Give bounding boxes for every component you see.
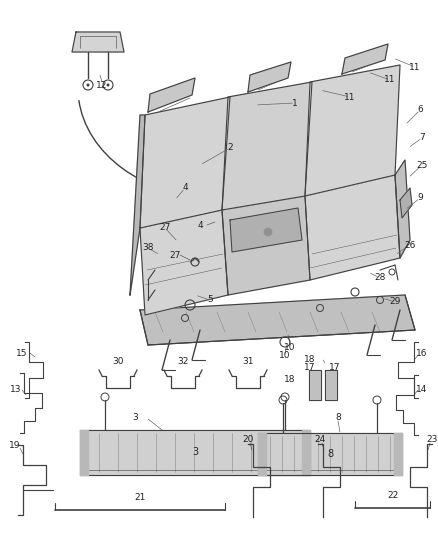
Polygon shape [302, 430, 310, 475]
Text: 7: 7 [419, 133, 425, 142]
Text: 19: 19 [9, 440, 21, 449]
Text: 38: 38 [142, 244, 154, 253]
Text: 3: 3 [132, 414, 138, 423]
Text: 8: 8 [327, 449, 333, 459]
Circle shape [86, 84, 89, 86]
Polygon shape [325, 370, 337, 400]
Text: 6: 6 [417, 106, 423, 115]
Text: 17: 17 [304, 362, 316, 372]
Text: 20: 20 [242, 435, 254, 445]
Text: 18: 18 [284, 376, 296, 384]
Text: 26: 26 [404, 240, 416, 249]
Polygon shape [248, 62, 291, 92]
Text: 15: 15 [16, 349, 28, 358]
Text: 23: 23 [426, 435, 438, 445]
Polygon shape [140, 97, 230, 228]
Text: 16: 16 [416, 349, 428, 358]
Polygon shape [394, 433, 402, 475]
Text: 5: 5 [207, 295, 213, 304]
Text: 31: 31 [242, 358, 254, 367]
Text: 27: 27 [159, 223, 171, 232]
Text: 14: 14 [416, 385, 427, 394]
Text: 11: 11 [409, 62, 421, 71]
Text: 3: 3 [192, 447, 198, 457]
Polygon shape [400, 188, 412, 218]
Text: 32: 32 [177, 358, 189, 367]
Text: 18: 18 [304, 356, 316, 365]
Text: 11: 11 [344, 93, 356, 101]
Text: 17: 17 [329, 362, 341, 372]
Polygon shape [80, 430, 88, 475]
Text: 22: 22 [387, 491, 399, 500]
Text: 21: 21 [134, 494, 146, 503]
Text: 30: 30 [112, 358, 124, 367]
Text: 1: 1 [292, 99, 298, 108]
Text: 8: 8 [335, 414, 341, 423]
Text: 10: 10 [279, 351, 291, 360]
Polygon shape [258, 433, 402, 475]
Text: 4: 4 [182, 183, 188, 192]
Polygon shape [148, 78, 195, 112]
Text: 13: 13 [10, 385, 22, 394]
Polygon shape [258, 433, 266, 475]
Text: 10: 10 [284, 343, 296, 352]
Polygon shape [230, 208, 302, 252]
Polygon shape [395, 160, 410, 258]
Text: 2: 2 [227, 143, 233, 152]
Text: 28: 28 [374, 273, 386, 282]
Text: 11: 11 [384, 76, 396, 85]
Text: 27: 27 [170, 251, 181, 260]
Text: 12: 12 [96, 80, 108, 90]
Text: 25: 25 [416, 160, 427, 169]
Polygon shape [140, 295, 415, 345]
Circle shape [264, 228, 272, 236]
Text: 9: 9 [417, 193, 423, 203]
Polygon shape [309, 370, 321, 400]
Polygon shape [222, 82, 312, 210]
Polygon shape [140, 210, 228, 315]
Polygon shape [130, 115, 145, 295]
Polygon shape [305, 65, 400, 196]
Polygon shape [222, 196, 310, 295]
Polygon shape [72, 32, 124, 52]
Polygon shape [80, 430, 310, 475]
Circle shape [106, 84, 110, 86]
Text: 4: 4 [197, 221, 203, 230]
Polygon shape [305, 175, 400, 280]
Text: 29: 29 [389, 297, 401, 306]
Polygon shape [342, 44, 388, 74]
Text: 24: 24 [314, 435, 325, 445]
